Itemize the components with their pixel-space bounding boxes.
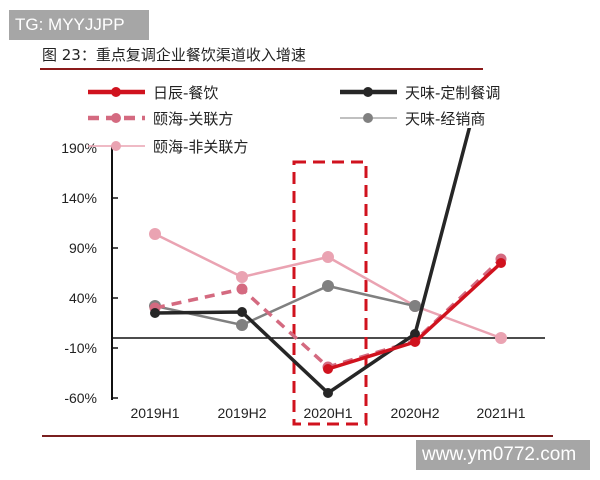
data-point xyxy=(322,251,334,263)
title-divider xyxy=(40,68,483,70)
legend-label: 日辰-餐饮 xyxy=(153,84,218,102)
data-point xyxy=(409,300,421,312)
data-point xyxy=(150,308,160,318)
bottom-divider xyxy=(42,435,553,437)
data-point xyxy=(496,3,506,13)
legend-label: 天味-定制餐调 xyxy=(405,84,500,102)
legend-label: 颐海-关联方 xyxy=(153,110,233,128)
watermark-top: TG: MYYJJPP xyxy=(9,10,149,40)
y-tick-label: -10% xyxy=(64,340,97,356)
series-3 xyxy=(149,280,421,331)
y-tick-label: 90% xyxy=(69,240,97,256)
series-line xyxy=(327,261,503,371)
chart-title: 图 23：重点复调企业餐饮渠道收入增速 xyxy=(42,46,306,64)
y-tick-label: -60% xyxy=(64,390,97,406)
data-point xyxy=(410,329,420,339)
legend-swatch-marker xyxy=(363,87,373,97)
data-point xyxy=(236,319,248,331)
data-point xyxy=(323,388,333,398)
legend-swatch-marker xyxy=(111,141,121,151)
series-line xyxy=(154,284,416,327)
series-1 xyxy=(150,3,506,398)
data-point xyxy=(322,280,334,292)
watermark-bottom: www.ym0772.com xyxy=(416,440,590,470)
x-tick-label: 2019H1 xyxy=(130,405,179,421)
legend-label: 颐海-非关联方 xyxy=(153,138,248,156)
legend-swatch-marker xyxy=(111,113,121,123)
data-point xyxy=(323,364,333,374)
data-point xyxy=(237,307,247,317)
legend-swatch-marker xyxy=(111,87,121,97)
y-tick-label: 190% xyxy=(61,140,97,156)
data-point xyxy=(236,283,248,295)
data-point xyxy=(236,271,248,283)
x-tick-label: 2020H2 xyxy=(390,405,439,421)
data-point xyxy=(495,332,507,344)
y-tick-label: 140% xyxy=(61,190,97,206)
highlight-box xyxy=(292,160,368,426)
data-point xyxy=(149,228,161,240)
data-point xyxy=(496,258,506,268)
x-tick-label: 2020H1 xyxy=(303,405,352,421)
data-point xyxy=(410,337,420,347)
legend-label: 天味-经销商 xyxy=(405,110,485,128)
series-0 xyxy=(323,258,506,374)
y-tick-label: 40% xyxy=(69,290,97,306)
series-line xyxy=(154,128,472,396)
x-tick-label: 2021H1 xyxy=(476,405,525,421)
x-tick-label: 2019H2 xyxy=(217,405,266,421)
legend-swatch-marker xyxy=(363,113,373,123)
